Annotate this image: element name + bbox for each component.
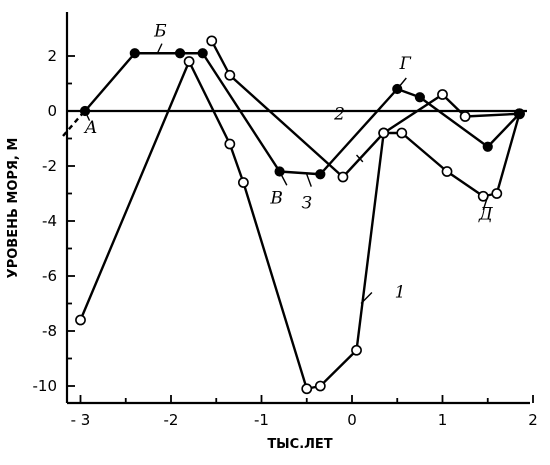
data-point bbox=[75, 314, 86, 326]
data-point bbox=[197, 48, 208, 59]
series-line-2 bbox=[210, 40, 520, 179]
data-point bbox=[378, 127, 390, 139]
x-tick-label: - 3 bbox=[71, 411, 91, 429]
data-point bbox=[174, 48, 186, 59]
y-tick-label: -6 bbox=[42, 267, 57, 285]
data-point bbox=[129, 48, 140, 59]
data-point bbox=[224, 69, 236, 81]
annotation-leader bbox=[278, 171, 288, 186]
series-lead-in-dashed bbox=[62, 113, 83, 137]
annotation-label: Д bbox=[478, 204, 494, 224]
data-point bbox=[396, 127, 408, 139]
marker-layer bbox=[75, 35, 525, 395]
x-tick-label: -1 bbox=[254, 411, 269, 429]
annotation-leader bbox=[356, 154, 364, 163]
data-point bbox=[315, 169, 326, 180]
x-tick-label: 0 bbox=[347, 411, 357, 429]
data-point bbox=[414, 92, 425, 103]
data-point bbox=[441, 166, 453, 177]
y-tick-label: 2 bbox=[47, 47, 57, 65]
data-point bbox=[477, 190, 489, 202]
x-axis-title: ТЫС.ЛЕТ bbox=[267, 437, 332, 452]
y-tick-label: -2 bbox=[42, 157, 57, 175]
data-point bbox=[351, 344, 362, 356]
annotation-label: А bbox=[84, 118, 98, 138]
data-point bbox=[237, 177, 249, 188]
y-tick-label: 0 bbox=[47, 102, 57, 120]
annotation-label: 1 bbox=[395, 283, 406, 303]
data-point bbox=[514, 108, 525, 119]
data-point bbox=[459, 111, 471, 122]
data-point bbox=[206, 35, 218, 47]
y-axis-title: УРОВЕНЬ МОРЯ, М bbox=[6, 138, 21, 279]
data-point bbox=[183, 56, 195, 67]
x-tick-label: 2 bbox=[528, 411, 538, 429]
annotation-leader bbox=[156, 43, 163, 54]
annotation-label: Г bbox=[399, 54, 412, 74]
data-point bbox=[337, 171, 349, 183]
y-tick-label: -4 bbox=[42, 212, 57, 230]
data-point bbox=[437, 89, 448, 100]
annotation-leader bbox=[306, 174, 312, 187]
series-layer bbox=[62, 40, 521, 390]
annotation-label: Б bbox=[153, 21, 167, 41]
annotation-label: З bbox=[301, 193, 312, 213]
axes-layer bbox=[65, 12, 534, 405]
data-point bbox=[482, 141, 493, 152]
annotation-leader bbox=[482, 196, 489, 211]
y-tick-label: -8 bbox=[42, 322, 57, 340]
x-tick-label: 1 bbox=[438, 411, 448, 429]
data-point bbox=[301, 383, 313, 395]
annotation-leader bbox=[396, 77, 407, 90]
y-tick-label: -10 bbox=[33, 377, 58, 395]
annotation-leader bbox=[84, 110, 91, 121]
x-tick-label: -2 bbox=[164, 411, 179, 429]
annotation-leader bbox=[360, 292, 373, 304]
annotation-label: В bbox=[269, 189, 283, 209]
data-point bbox=[224, 138, 236, 150]
data-point bbox=[491, 188, 503, 199]
annotation-layer: А Б В З Г Д 1 2 bbox=[84, 21, 494, 304]
data-point bbox=[314, 380, 326, 392]
annotation-label: 2 bbox=[333, 105, 345, 125]
